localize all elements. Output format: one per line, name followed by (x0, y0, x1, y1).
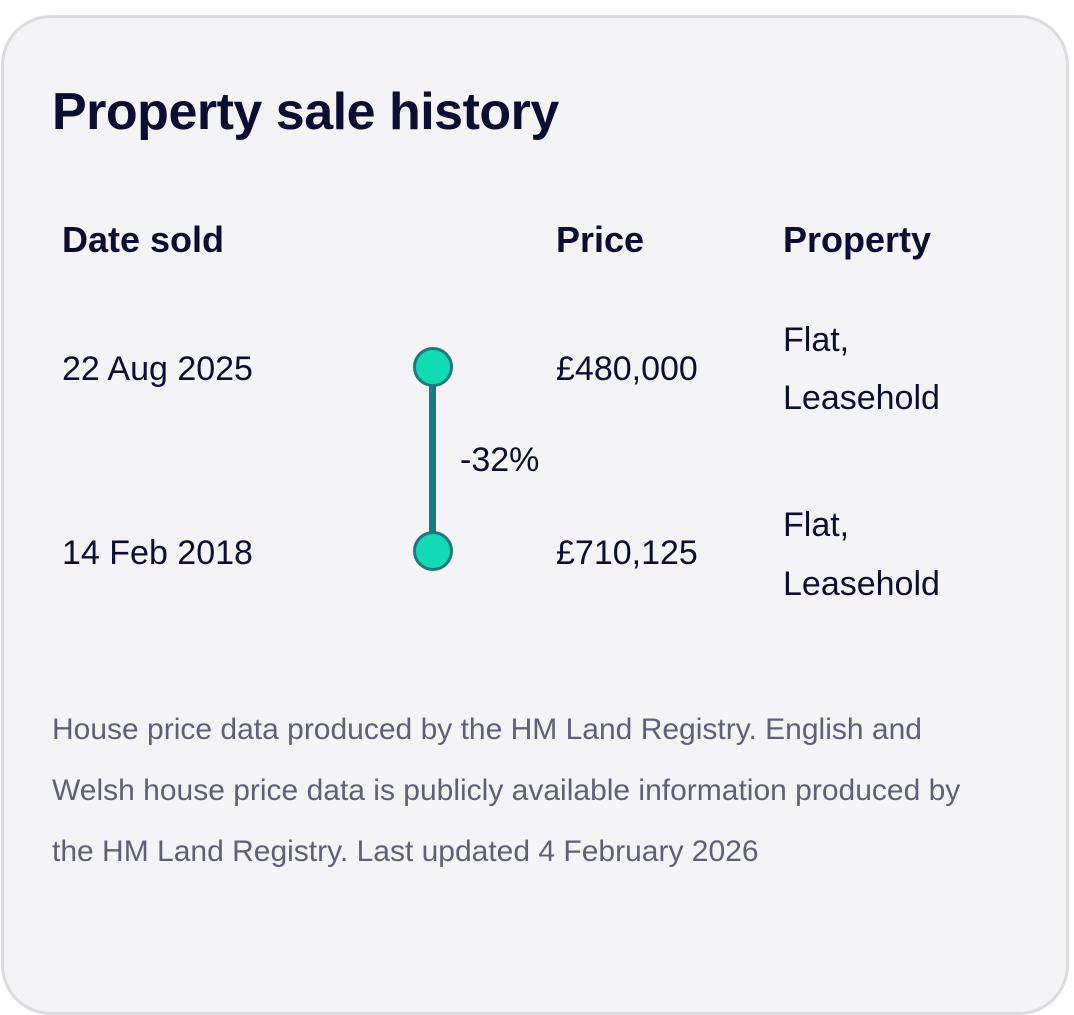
property-tenure: Leasehold (783, 379, 940, 417)
timeline-connector-line (429, 367, 436, 551)
timeline-dot-icon (413, 531, 453, 571)
card-title: Property sale history (52, 83, 559, 141)
data-source-disclaimer: House price data produced by the HM Land… (52, 713, 961, 868)
column-header-date: Date sold (62, 219, 225, 260)
property-tenure: Leasehold (783, 565, 940, 603)
property-sale-history-card (1, 15, 1069, 1015)
property-type: Flat, (783, 321, 850, 359)
sale-date: 14 Feb 2018 (62, 534, 253, 572)
sale-date: 22 Aug 2025 (62, 350, 253, 388)
column-header-property: Property (783, 219, 932, 260)
column-header-price: Price (556, 219, 645, 260)
property-type: Flat, (783, 506, 850, 544)
sale-price: £710,125 (556, 534, 698, 572)
timeline-dot-icon (413, 347, 453, 387)
price-change-percent: -32% (460, 441, 540, 479)
sale-price: £480,000 (556, 350, 698, 388)
